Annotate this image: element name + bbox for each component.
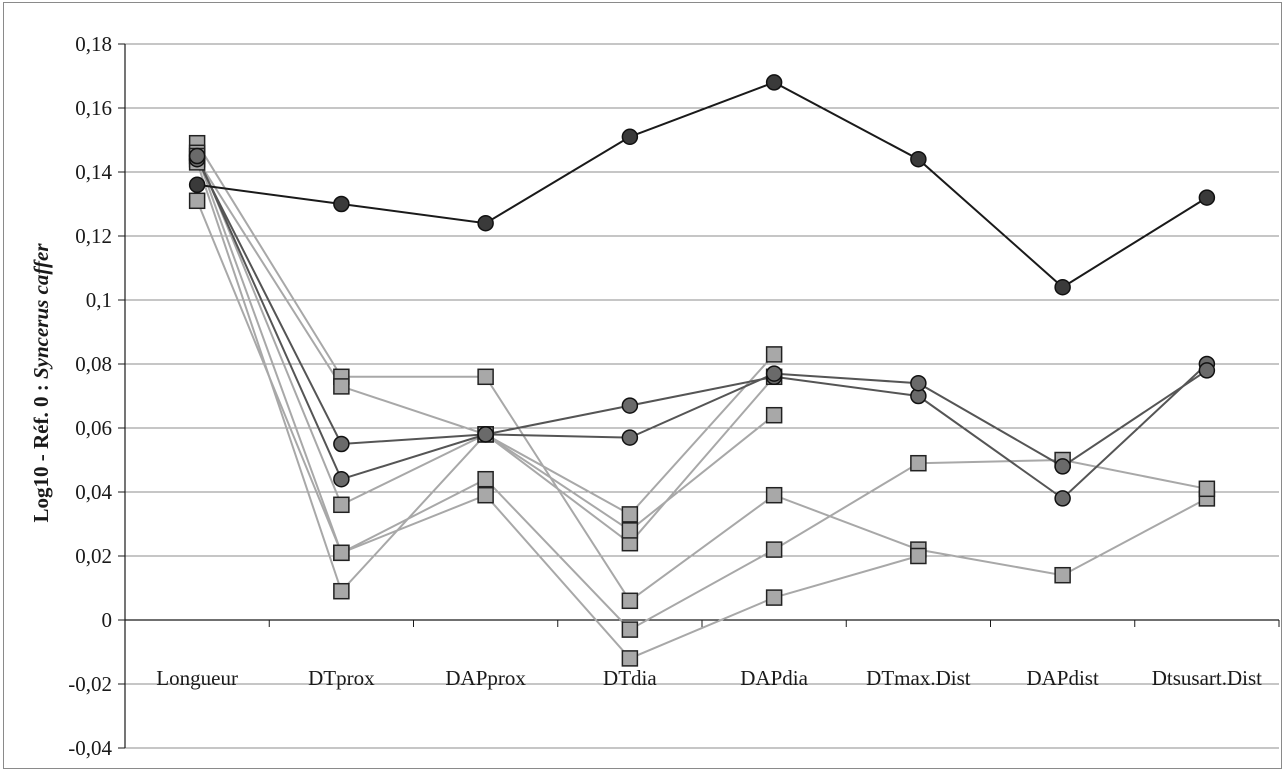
data-point-square [333, 496, 350, 514]
data-point-square [333, 544, 350, 562]
data-point-circle [477, 426, 494, 443]
y-axis-title: Log10 - Réf. 0 : Syncerus caffer [29, 243, 53, 523]
y-tick-label: 0,18 [75, 32, 112, 56]
y-tick-label: 0,1 [86, 288, 112, 312]
data-point-circle [333, 470, 350, 488]
series-line [196, 158, 1208, 500]
data-point-circle [333, 195, 350, 213]
data-point-square [765, 486, 783, 504]
data-point-square [477, 486, 494, 504]
data-point-square [765, 589, 783, 606]
data-point-square [910, 454, 927, 472]
series-line [196, 142, 1208, 603]
data-point-square [477, 470, 494, 488]
data-point-circle [621, 429, 639, 446]
data-point-circle [333, 435, 350, 453]
x-tick-label: DTmax.Dist [866, 666, 971, 690]
data-point-square [765, 346, 783, 363]
y-tick-labels: -0,04 -0,02 0 0,02 0,04 0,06 0,08 0,1 0,12 0,14 0,… [68, 32, 112, 760]
data-point-circle [621, 397, 639, 414]
y-axis-title-species: Syncerus caffer [29, 243, 53, 379]
series-line [196, 81, 1208, 289]
y-tick-label: 0,02 [75, 544, 112, 568]
x-tick-label: DAPdist [1026, 666, 1099, 690]
data-point-circle [910, 374, 927, 392]
series-line [196, 155, 1208, 631]
y-tick-label: 0,06 [75, 416, 112, 440]
series-line [196, 155, 1208, 481]
data-point-square [333, 378, 350, 395]
data-point-square [621, 650, 639, 667]
y-tick-label: 0,16 [75, 96, 112, 120]
axes [118, 43, 1280, 749]
data-point-square [1054, 566, 1071, 584]
y-tick-label: 0,04 [75, 480, 112, 504]
x-tick-label: DTprox [308, 666, 375, 690]
data-point-circle [1198, 362, 1216, 379]
x-tick-label: DTdia [603, 666, 657, 690]
data-point-circle [765, 74, 783, 91]
data-point-square [1198, 480, 1216, 498]
y-axis-title-prefix: Log10 - Réf. 0 : [29, 379, 53, 522]
data-point-circle [477, 214, 494, 232]
data-point-square [765, 406, 783, 424]
data-point-square [621, 522, 639, 539]
chart-frame [3, 2, 1282, 769]
data-point-circle [1198, 189, 1216, 206]
data-point-square [910, 547, 927, 565]
x-tick-label: Dtsusart.Dist [1152, 666, 1262, 690]
y-tick-label: -0,04 [68, 736, 112, 760]
y-tick-label: 0 [102, 608, 113, 632]
data-point-square [765, 541, 783, 558]
y-tick-label: 0,14 [75, 160, 112, 184]
y-tick-label: 0,08 [75, 352, 112, 376]
data-point-circle [910, 150, 927, 168]
data-point-circle [765, 365, 783, 382]
x-tick-labels: Longueur DTprox DAPprox DTdia DAPdia DTmax.Di… [156, 666, 1262, 690]
data-point-square [621, 621, 639, 638]
data-point-circle [188, 147, 206, 165]
x-tick-label: Longueur [156, 666, 238, 690]
data-point-circle [1054, 490, 1071, 507]
data-point-square [621, 592, 639, 610]
x-tick-label: DAPprox [445, 666, 526, 690]
series-line [196, 152, 775, 516]
series-lines [196, 81, 1208, 660]
series-line [196, 200, 919, 660]
x-tick-label: DAPdia [740, 666, 808, 690]
data-point-square [188, 192, 206, 210]
gridlines [125, 43, 1279, 749]
data-point-circle [1054, 458, 1071, 475]
data-point-circle [1054, 278, 1071, 296]
y-tick-label: -0,02 [68, 672, 112, 696]
data-point-square [333, 582, 350, 600]
series-markers [188, 74, 1216, 667]
y-tick-label: 0,12 [75, 224, 112, 248]
data-point-square [621, 506, 639, 523]
data-point-circle [621, 128, 639, 146]
data-point-circle [188, 176, 206, 194]
data-point-square [477, 368, 494, 386]
